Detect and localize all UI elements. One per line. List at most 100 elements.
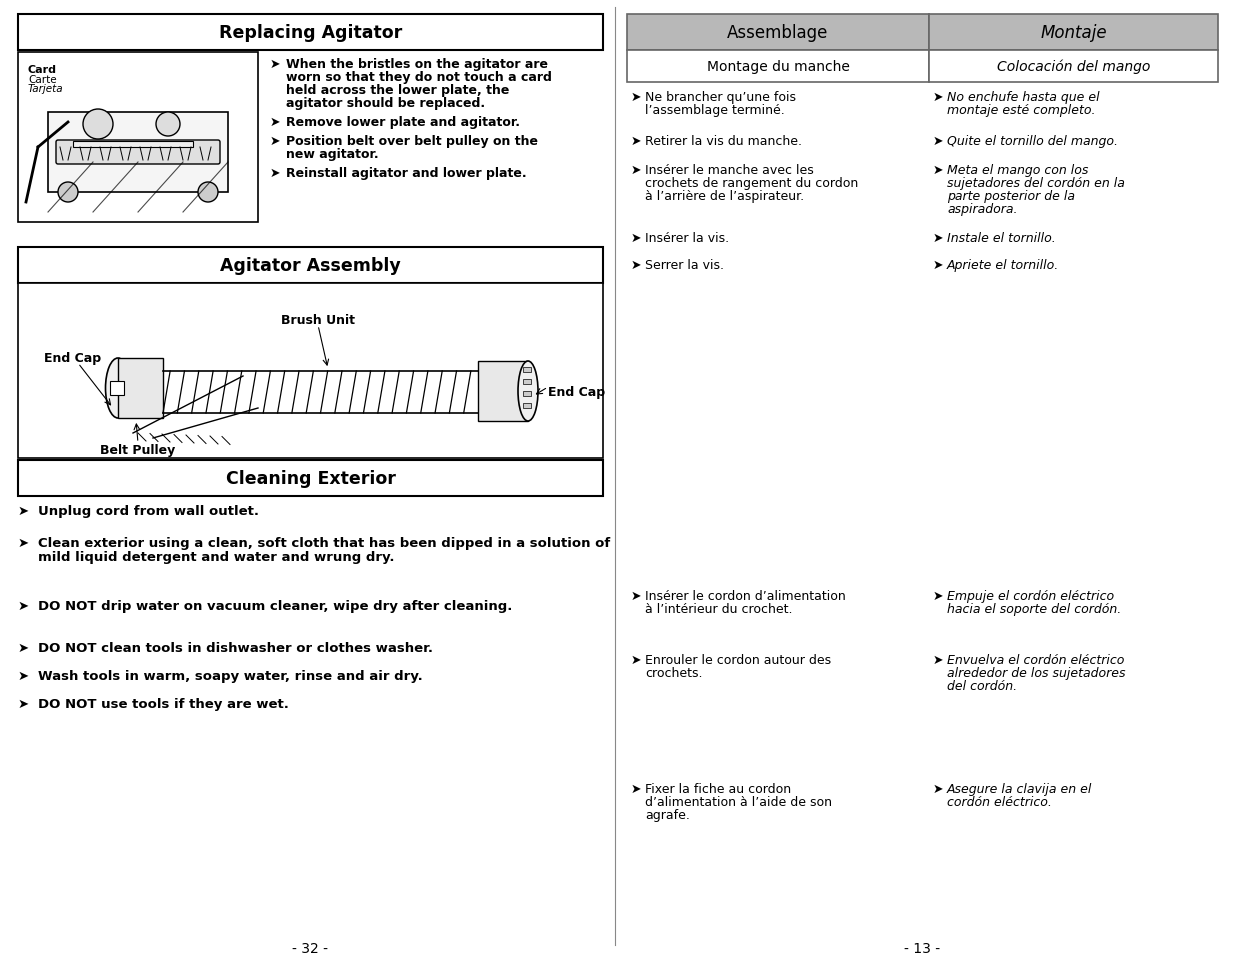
Bar <box>19 284 603 458</box>
Text: Enrouler le cordon autour des: Enrouler le cordon autour des <box>645 654 831 666</box>
Text: Reinstall agitator and lower plate.: Reinstall agitator and lower plate. <box>287 167 526 180</box>
Text: cordón eléctrico.: cordón eléctrico. <box>947 795 1052 808</box>
Text: Meta el mango con los: Meta el mango con los <box>947 164 1088 177</box>
Text: new agitator.: new agitator. <box>287 148 379 161</box>
Text: Remove lower plate and agitator.: Remove lower plate and agitator. <box>287 116 520 129</box>
Text: Insérer le cordon d’alimentation: Insérer le cordon d’alimentation <box>645 589 846 602</box>
Bar <box>522 392 531 396</box>
Text: ➤: ➤ <box>932 258 944 272</box>
Ellipse shape <box>105 358 131 418</box>
Text: Quite el tornillo del mango.: Quite el tornillo del mango. <box>947 135 1118 148</box>
Text: ➤: ➤ <box>932 164 944 177</box>
Text: DO NOT drip water on vacuum cleaner, wipe dry after cleaning.: DO NOT drip water on vacuum cleaner, wip… <box>38 599 513 613</box>
Text: aspiradora.: aspiradora. <box>947 203 1018 215</box>
Bar <box>119 358 163 418</box>
Text: Montage du manche: Montage du manche <box>706 60 850 74</box>
Circle shape <box>156 112 180 137</box>
Text: Serrer la vis.: Serrer la vis. <box>645 258 724 272</box>
Text: ➤: ➤ <box>932 654 944 666</box>
Bar <box>19 248 603 284</box>
Text: ➤: ➤ <box>19 641 30 655</box>
Bar <box>19 15 603 51</box>
Text: l’assemblage terminé.: l’assemblage terminé. <box>645 104 784 117</box>
Text: worn so that they do not touch a card: worn so that they do not touch a card <box>287 71 552 84</box>
Text: ➤: ➤ <box>270 135 280 148</box>
Text: hacia el soporte del cordón.: hacia el soporte del cordón. <box>947 602 1121 616</box>
Ellipse shape <box>517 361 538 421</box>
Text: Montaje: Montaje <box>1040 24 1107 42</box>
Text: End Cap: End Cap <box>548 386 605 398</box>
Text: Assemblage: Assemblage <box>727 24 829 42</box>
Text: ➤: ➤ <box>19 698 30 710</box>
Text: Card: Card <box>28 65 57 75</box>
Bar <box>110 381 124 395</box>
Text: Envuelva el cordón eléctrico: Envuelva el cordón eléctrico <box>947 654 1124 666</box>
Text: ➤: ➤ <box>19 599 30 613</box>
Text: Tarjeta: Tarjeta <box>28 84 64 94</box>
Text: DO NOT use tools if they are wet.: DO NOT use tools if they are wet. <box>38 698 289 710</box>
Text: Asegure la clavija en el: Asegure la clavija en el <box>947 782 1093 795</box>
Text: crochets de rangement du cordon: crochets de rangement du cordon <box>645 177 858 190</box>
Text: Colocación del mango: Colocación del mango <box>997 60 1150 74</box>
Text: agitator should be replaced.: agitator should be replaced. <box>287 97 485 110</box>
Text: Carte: Carte <box>28 75 57 85</box>
Text: Apriete el tornillo.: Apriete el tornillo. <box>947 258 1060 272</box>
Text: mild liquid detergent and water and wrung dry.: mild liquid detergent and water and wrun… <box>38 551 394 563</box>
Bar <box>929 51 1218 83</box>
Text: Empuje el cordón eléctrico: Empuje el cordón eléctrico <box>947 589 1114 602</box>
Text: ➤: ➤ <box>631 654 641 666</box>
Text: When the bristles on the agitator are: When the bristles on the agitator are <box>287 58 548 71</box>
Bar <box>627 51 929 83</box>
Text: No enchufe hasta que el: No enchufe hasta que el <box>947 91 1099 104</box>
Text: Insérer le manche avec les: Insérer le manche avec les <box>645 164 814 177</box>
Text: Unplug cord from wall outlet.: Unplug cord from wall outlet. <box>38 504 259 517</box>
Bar <box>522 379 531 385</box>
Bar <box>73 142 193 148</box>
Text: Brush Unit: Brush Unit <box>282 314 354 327</box>
Text: Clean exterior using a clean, soft cloth that has been dipped in a solution of: Clean exterior using a clean, soft cloth… <box>38 537 610 550</box>
Text: ➤: ➤ <box>270 116 280 129</box>
Text: ➤: ➤ <box>631 782 641 795</box>
Text: ➤: ➤ <box>932 91 944 104</box>
Text: Retirer la vis du manche.: Retirer la vis du manche. <box>645 135 802 148</box>
Text: montaje esté completo.: montaje esté completo. <box>947 104 1095 117</box>
Text: ➤: ➤ <box>631 589 641 602</box>
Circle shape <box>58 183 78 203</box>
Text: alrededor de los sujetadores: alrededor de los sujetadores <box>947 666 1125 679</box>
Text: Instale el tornillo.: Instale el tornillo. <box>947 232 1056 245</box>
Bar <box>627 15 929 51</box>
Text: sujetadores del cordón en la: sujetadores del cordón en la <box>947 177 1125 190</box>
Bar <box>19 53 258 223</box>
Text: à l’intérieur du crochet.: à l’intérieur du crochet. <box>645 602 793 616</box>
Circle shape <box>83 110 112 140</box>
Text: Fixer la fiche au cordon: Fixer la fiche au cordon <box>645 782 792 795</box>
Text: DO NOT clean tools in dishwasher or clothes washer.: DO NOT clean tools in dishwasher or clot… <box>38 641 433 655</box>
Text: del cordón.: del cordón. <box>947 679 1018 692</box>
Text: Replacing Agitator: Replacing Agitator <box>219 24 403 42</box>
Bar <box>522 368 531 373</box>
Bar <box>929 15 1218 51</box>
Text: Cleaning Exterior: Cleaning Exterior <box>226 470 395 488</box>
Text: - 32 -: - 32 - <box>293 941 329 953</box>
Text: ➤: ➤ <box>932 782 944 795</box>
Text: - 13 -: - 13 - <box>904 941 941 953</box>
Text: ➤: ➤ <box>631 232 641 245</box>
Text: ➤: ➤ <box>631 91 641 104</box>
Text: Agitator Assembly: Agitator Assembly <box>220 256 401 274</box>
Text: Position belt over belt pulley on the: Position belt over belt pulley on the <box>287 135 538 148</box>
Text: ➤: ➤ <box>631 164 641 177</box>
Text: parte posterior de la: parte posterior de la <box>947 190 1074 203</box>
Text: Insérer la vis.: Insérer la vis. <box>645 232 729 245</box>
Text: ➤: ➤ <box>932 232 944 245</box>
Text: ➤: ➤ <box>932 589 944 602</box>
Text: crochets.: crochets. <box>645 666 703 679</box>
Text: End Cap: End Cap <box>44 352 101 365</box>
Text: ➤: ➤ <box>19 669 30 682</box>
Text: ➤: ➤ <box>631 258 641 272</box>
Text: Belt Pulley: Belt Pulley <box>100 443 175 456</box>
Text: ➤: ➤ <box>932 135 944 148</box>
Text: ➤: ➤ <box>631 135 641 148</box>
Text: ➤: ➤ <box>270 167 280 180</box>
Bar <box>522 403 531 409</box>
Text: agrafe.: agrafe. <box>645 808 690 821</box>
